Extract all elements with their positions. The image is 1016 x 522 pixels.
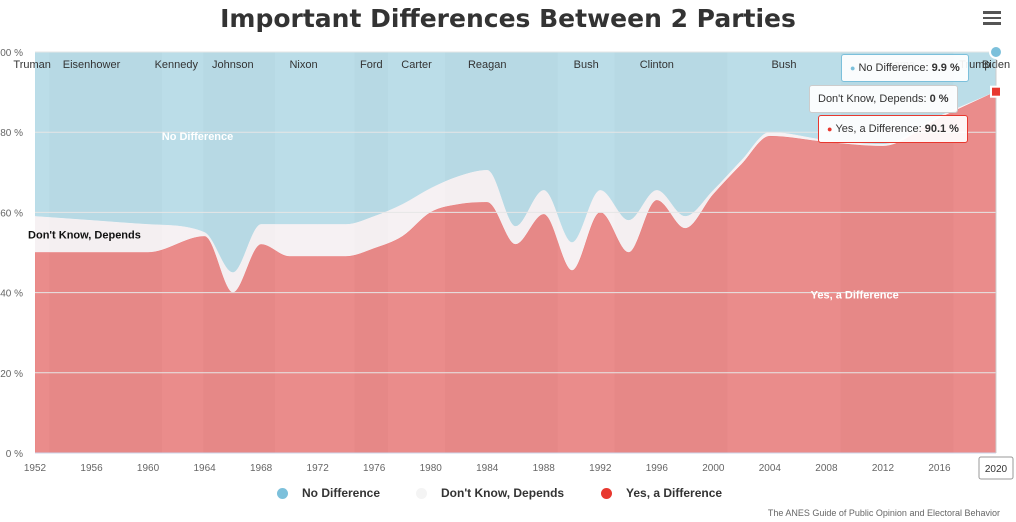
x-tick-label: 2016 <box>928 463 951 474</box>
chart-menu-button[interactable] <box>981 9 1003 27</box>
x-tick-label: 1976 <box>363 463 386 474</box>
x-tick-label: 1960 <box>137 463 160 474</box>
legend-dot-icon <box>277 487 288 499</box>
president-label: Bush <box>771 59 796 71</box>
tooltip: Don't Know, Depends: 0 % <box>809 85 958 113</box>
president-label: Clinton <box>640 59 674 71</box>
tooltip-value: 9.9 % <box>931 62 960 74</box>
hover-point-no-difference[interactable] <box>989 45 1003 59</box>
y-tick-label: 100 % <box>0 48 23 59</box>
legend-item[interactable]: No Difference <box>277 486 380 500</box>
president-label: Reagan <box>468 59 507 71</box>
x-tick-label: 1956 <box>80 463 103 474</box>
president-band <box>996 52 1003 453</box>
president-label: Johnson <box>212 59 254 71</box>
hover-point-yes-difference[interactable] <box>990 85 1002 98</box>
x-tick-label: 2000 <box>702 463 725 474</box>
president-label: Kennedy <box>155 59 199 71</box>
area-label: Don't Know, Depends <box>28 229 141 241</box>
y-tick-label: 40 % <box>0 289 23 300</box>
x-tick-label: 1952 <box>24 463 47 474</box>
hover-x-label: 2020 <box>985 464 1008 475</box>
x-tick-label: 1972 <box>307 463 330 474</box>
area-label: No Difference <box>162 131 234 143</box>
x-tick-label: 1980 <box>420 463 443 474</box>
legend-dot-icon <box>416 487 427 499</box>
legend-item[interactable]: Don't Know, Depends <box>416 486 564 500</box>
legend-label: Yes, a Difference <box>626 486 723 500</box>
tooltip-value: 0 % <box>929 93 949 105</box>
x-tick-label: 2012 <box>872 463 895 474</box>
president-label: Ford <box>360 59 383 71</box>
menu-icon-bar <box>983 16 1001 19</box>
president-label: Nixon <box>289 59 317 71</box>
y-tick-label: 0 % <box>6 449 23 460</box>
x-tick-label: 1992 <box>589 463 612 474</box>
x-tick-label: 1964 <box>193 463 216 474</box>
credits: The ANES Guide of Public Opinion and Ele… <box>767 508 1000 518</box>
tooltip: ● No Difference: 9.9 % <box>841 54 969 82</box>
x-tick-label: 1988 <box>533 463 556 474</box>
tooltip-label: No Difference: <box>858 62 932 74</box>
x-tick-label: 1984 <box>476 463 499 474</box>
tooltip-label: Yes, a Difference: <box>835 123 925 135</box>
chart-title: Important Differences Between 2 Parties <box>220 4 796 33</box>
menu-icon-bar <box>983 22 1001 25</box>
legend-item[interactable]: Yes, a Difference <box>601 486 722 500</box>
tooltip-label: Don't Know, Depends: <box>818 93 930 105</box>
legend-label: No Difference <box>302 486 381 500</box>
menu-icon-bar <box>983 11 1001 14</box>
president-label: Bush <box>574 59 599 71</box>
x-tick-label: 2004 <box>759 463 782 474</box>
president-label: Eisenhower <box>63 59 121 71</box>
hover-x-label-box <box>978 456 1014 480</box>
x-tick-label: 2008 <box>815 463 838 474</box>
tooltip-dot-icon: ● <box>827 124 833 134</box>
legend: No Difference Don't Know, Depends Yes, a D… <box>0 486 1016 506</box>
president-label: Truman <box>13 59 51 71</box>
y-tick-label: 20 % <box>0 369 23 380</box>
y-tick-label: 60 % <box>0 208 23 219</box>
area-label: Yes, a Difference <box>811 290 899 302</box>
y-tick-label: 80 % <box>0 128 23 139</box>
tooltip-dot-icon: ● <box>850 63 856 73</box>
tooltip: ● Yes, a Difference: 90.1 % <box>818 115 968 143</box>
area-series-2[interactable] <box>35 91 996 453</box>
tooltip-value: 90.1 % <box>924 123 959 135</box>
legend-label: Don't Know, Depends <box>441 486 565 500</box>
x-tick-label: 1968 <box>250 463 273 474</box>
x-tick-label: 1996 <box>646 463 669 474</box>
legend-dot-icon <box>601 487 612 499</box>
president-label: Carter <box>401 59 432 71</box>
